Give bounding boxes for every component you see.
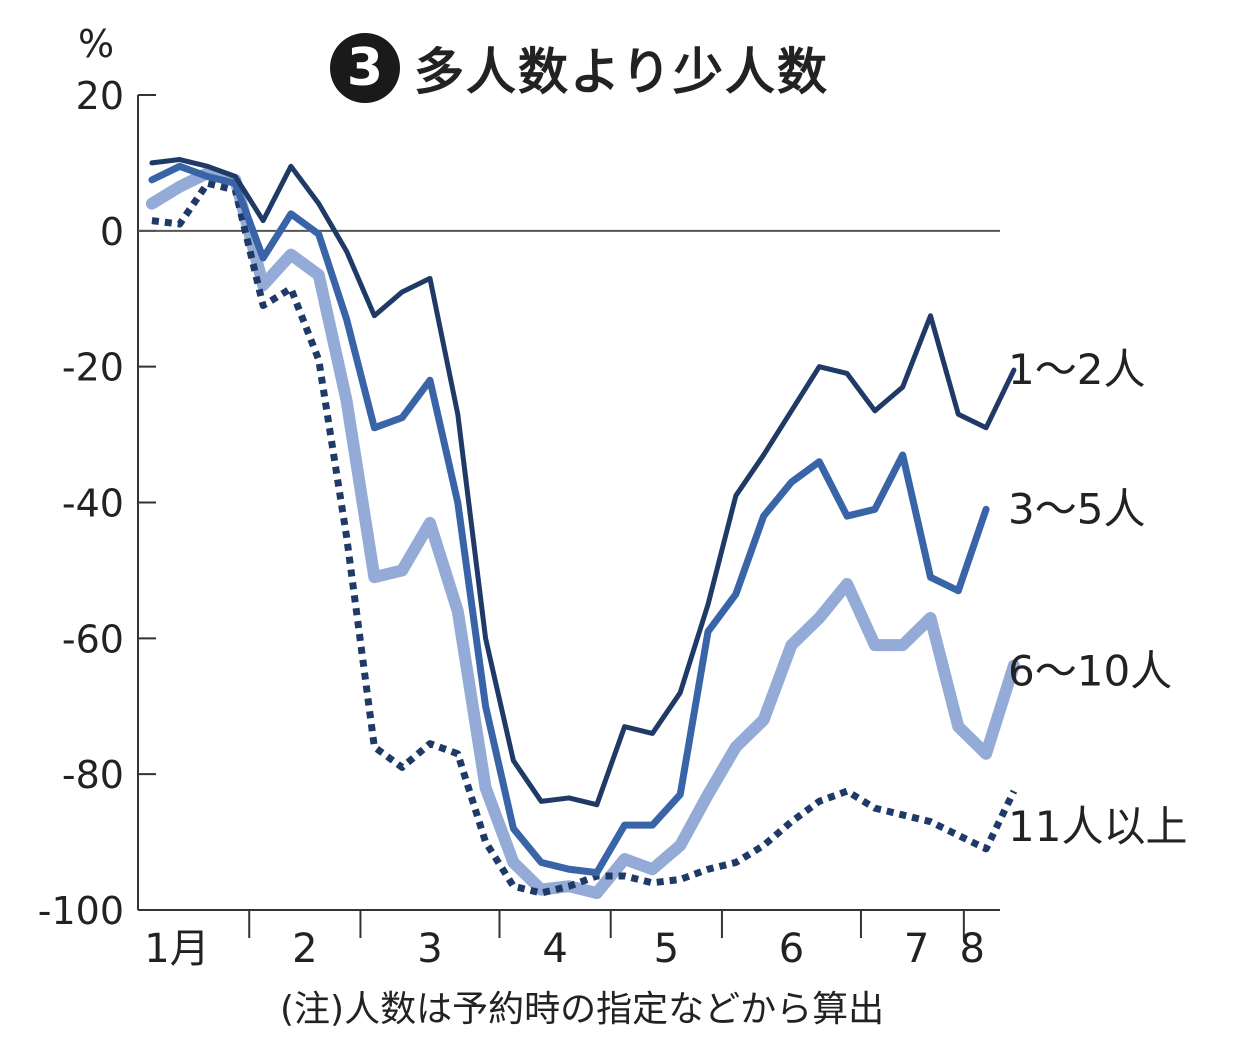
month-label: 3 bbox=[417, 926, 442, 972]
title-text: 多人数より少人数 bbox=[414, 43, 829, 101]
y-tick-label: 20 bbox=[76, 74, 124, 118]
series-line bbox=[151, 179, 1018, 897]
month-label: 1月 bbox=[144, 926, 209, 972]
chart-title: 3 多人数より少人数 bbox=[330, 28, 829, 108]
series-label: 1〜2人 bbox=[1008, 345, 1145, 394]
series-line bbox=[145, 167, 1020, 900]
y-unit-label: % bbox=[78, 22, 115, 66]
y-tick-label: -60 bbox=[62, 617, 124, 661]
y-tick-label: -80 bbox=[62, 753, 124, 797]
title-number-badge: 3 bbox=[330, 33, 400, 103]
y-tick-label: -40 bbox=[62, 482, 124, 526]
series-line bbox=[148, 162, 990, 877]
month-label: 8 bbox=[959, 926, 984, 972]
series-label: 11人以上 bbox=[1008, 802, 1187, 851]
series-label: 6〜10人 bbox=[1008, 647, 1172, 696]
month-label: 2 bbox=[292, 926, 317, 972]
series-line bbox=[149, 157, 1017, 808]
month-label: 6 bbox=[779, 926, 804, 972]
y-tick-label: -100 bbox=[38, 889, 124, 933]
y-tick-label: -20 bbox=[62, 346, 124, 390]
chart-note: (注)人数は予約時の指定などから算出 bbox=[280, 989, 885, 1030]
month-label: 7 bbox=[904, 926, 929, 972]
month-label: 4 bbox=[542, 926, 567, 972]
series-label: 3〜5人 bbox=[1008, 484, 1145, 533]
y-tick-label: 0 bbox=[100, 210, 124, 254]
month-label: 5 bbox=[654, 926, 679, 972]
